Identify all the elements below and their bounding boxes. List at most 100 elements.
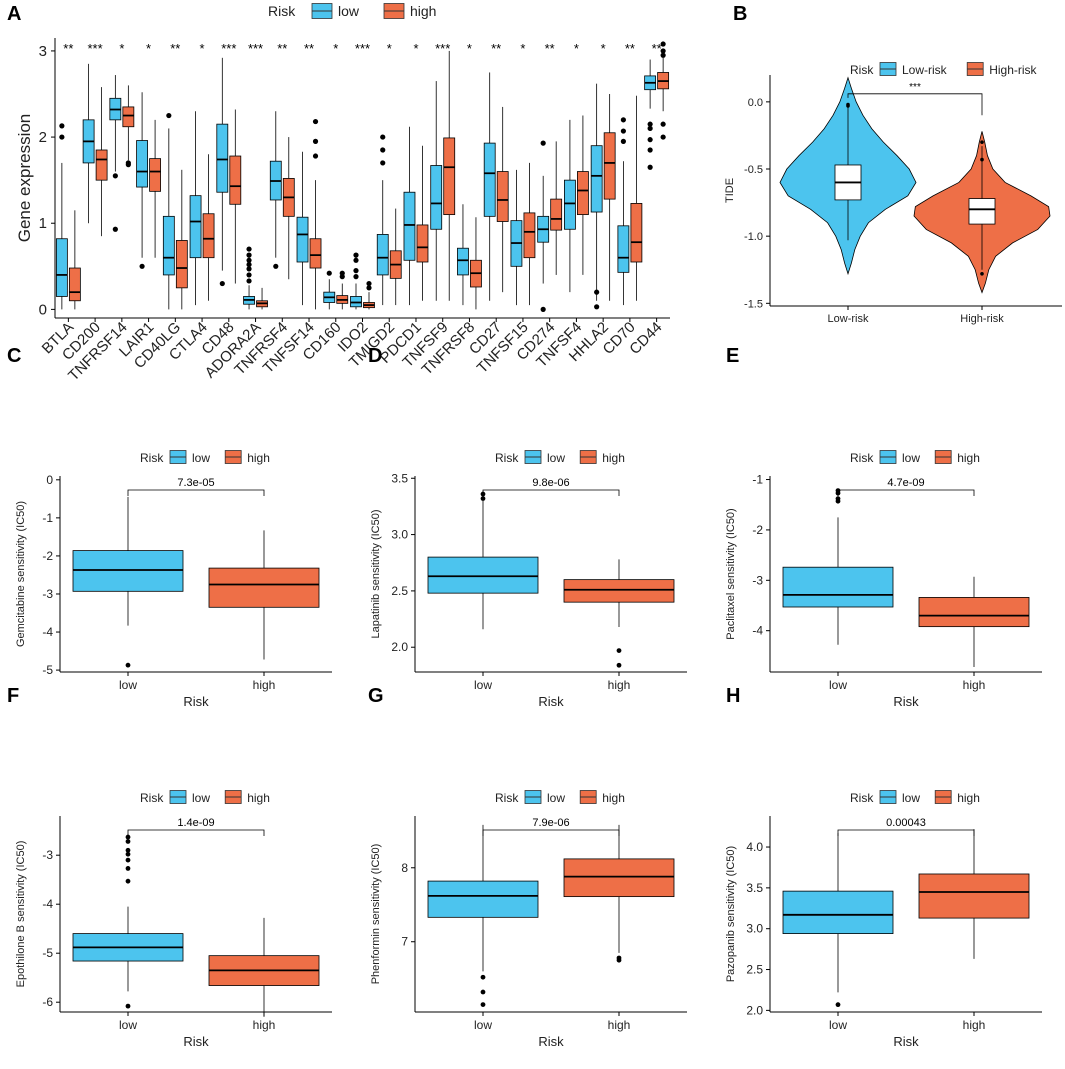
outlier-point xyxy=(620,117,626,123)
box xyxy=(149,158,161,192)
y-axis-title: Phenformin sensitivity (IC50) xyxy=(370,844,382,985)
outlier-point xyxy=(312,118,319,125)
outlier-point xyxy=(660,134,666,140)
significance-marker: *** xyxy=(909,82,921,93)
box xyxy=(443,137,456,216)
significance-marker: * xyxy=(146,41,151,56)
outlier-point xyxy=(480,974,486,980)
outlier-point xyxy=(246,272,252,278)
legend-low-label: low xyxy=(902,791,920,805)
outlier-point xyxy=(594,289,600,295)
p-value-label: 9.8e-06 xyxy=(532,477,569,489)
significance-bracket xyxy=(837,489,975,496)
legend-low-label: low xyxy=(192,791,210,805)
significance-bracket xyxy=(127,829,265,836)
outlier-point xyxy=(660,121,666,127)
box xyxy=(496,171,509,222)
significance-marker: * xyxy=(387,41,392,56)
violin-inner-box xyxy=(834,102,862,241)
significance-marker: *** xyxy=(435,41,450,56)
legend-low-label: low xyxy=(338,3,360,19)
box xyxy=(202,213,215,259)
box xyxy=(403,191,416,261)
y-tick-label: -2 xyxy=(42,549,53,563)
y-tick-label: -3 xyxy=(42,587,53,601)
significance-marker: *** xyxy=(88,41,103,56)
outlier-point xyxy=(616,957,622,963)
outlier-point xyxy=(353,257,359,263)
x-tick-label: low xyxy=(474,678,492,692)
box xyxy=(122,106,135,128)
outlier-point xyxy=(312,138,319,144)
outlier-point xyxy=(246,261,252,268)
outlier-point xyxy=(125,851,131,857)
gene-group-tnfrsf4: TNFRSF4** xyxy=(231,41,295,379)
box xyxy=(563,579,675,603)
outlier-point xyxy=(620,128,626,134)
p-value-label: 7.9e-06 xyxy=(532,817,569,829)
legend-high-label: high xyxy=(602,451,625,465)
y-tick-label: 4.0 xyxy=(746,840,763,854)
outlier-point xyxy=(540,140,546,146)
box xyxy=(427,556,539,594)
panel-h: H 2.0 2.5 3.0 3.5 4.0 Pazopanib sensitivity (I… xyxy=(725,685,1042,1049)
significance-marker: ** xyxy=(277,41,287,56)
y-tick-label: -0.5 xyxy=(744,164,763,176)
box-group-high: high xyxy=(208,917,320,1032)
legend-low-label: low xyxy=(547,451,565,465)
y-axis-title: Gene expression xyxy=(15,114,34,243)
significance-marker: ** xyxy=(545,41,555,56)
legend-high-label: high xyxy=(410,3,436,19)
box xyxy=(189,195,202,259)
box-group-low: low xyxy=(427,824,539,1032)
box xyxy=(208,567,320,608)
significance-marker: * xyxy=(119,41,124,56)
outlier-point xyxy=(246,266,252,272)
outlier-point xyxy=(125,839,131,844)
y-tick-label: 8 xyxy=(401,861,408,875)
outlier-point xyxy=(660,52,666,58)
outlier-point xyxy=(353,268,359,274)
x-tick-label: low xyxy=(829,1018,847,1032)
outlier-point xyxy=(59,134,65,140)
y-tick-label: -4 xyxy=(752,624,763,638)
outlier-point xyxy=(125,834,131,840)
y-tick-label: -1.0 xyxy=(744,231,763,243)
y-tick-label: 0 xyxy=(46,473,53,487)
box xyxy=(523,212,536,259)
x-axis-title: Risk xyxy=(183,694,209,709)
outlier-point xyxy=(246,246,252,252)
y-tick-label: 2.0 xyxy=(746,1003,763,1017)
outlier-point xyxy=(326,270,332,276)
box xyxy=(175,240,188,289)
box xyxy=(630,203,643,263)
y-axis-title: Lapatinib sensitivity (IC50) xyxy=(370,509,382,638)
outlier-point xyxy=(366,280,372,287)
outlier-point xyxy=(125,866,131,871)
y-tick-label: 2.5 xyxy=(391,584,408,598)
panel-e: E -1 -2 -3 -4 Paclitaxel sensitivity (IC50) Ri… xyxy=(725,345,1042,709)
gene-group-cd274: CD274** xyxy=(513,41,563,364)
outlier-point xyxy=(380,160,386,166)
x-tick-label: low xyxy=(829,678,847,692)
box-group-low: low xyxy=(782,833,894,1032)
significance-marker: ** xyxy=(170,41,180,56)
outlier-point xyxy=(125,857,131,863)
gene-group-cd160: CD160* xyxy=(300,41,349,364)
y-tick-label: -2 xyxy=(752,523,763,537)
box xyxy=(603,132,616,200)
box xyxy=(72,550,184,592)
legend-high-label: high xyxy=(247,791,270,805)
box xyxy=(162,215,175,276)
box xyxy=(416,224,429,263)
outlier-point xyxy=(246,257,252,263)
y-tick-label: -6 xyxy=(42,995,53,1009)
x-tick-label: high xyxy=(608,678,631,692)
significance-marker: * xyxy=(333,41,338,56)
outlier-point xyxy=(980,157,984,162)
outlier-point xyxy=(540,306,546,312)
box-group-high: high xyxy=(208,530,320,692)
box xyxy=(68,267,81,302)
outlier-point xyxy=(660,41,666,47)
